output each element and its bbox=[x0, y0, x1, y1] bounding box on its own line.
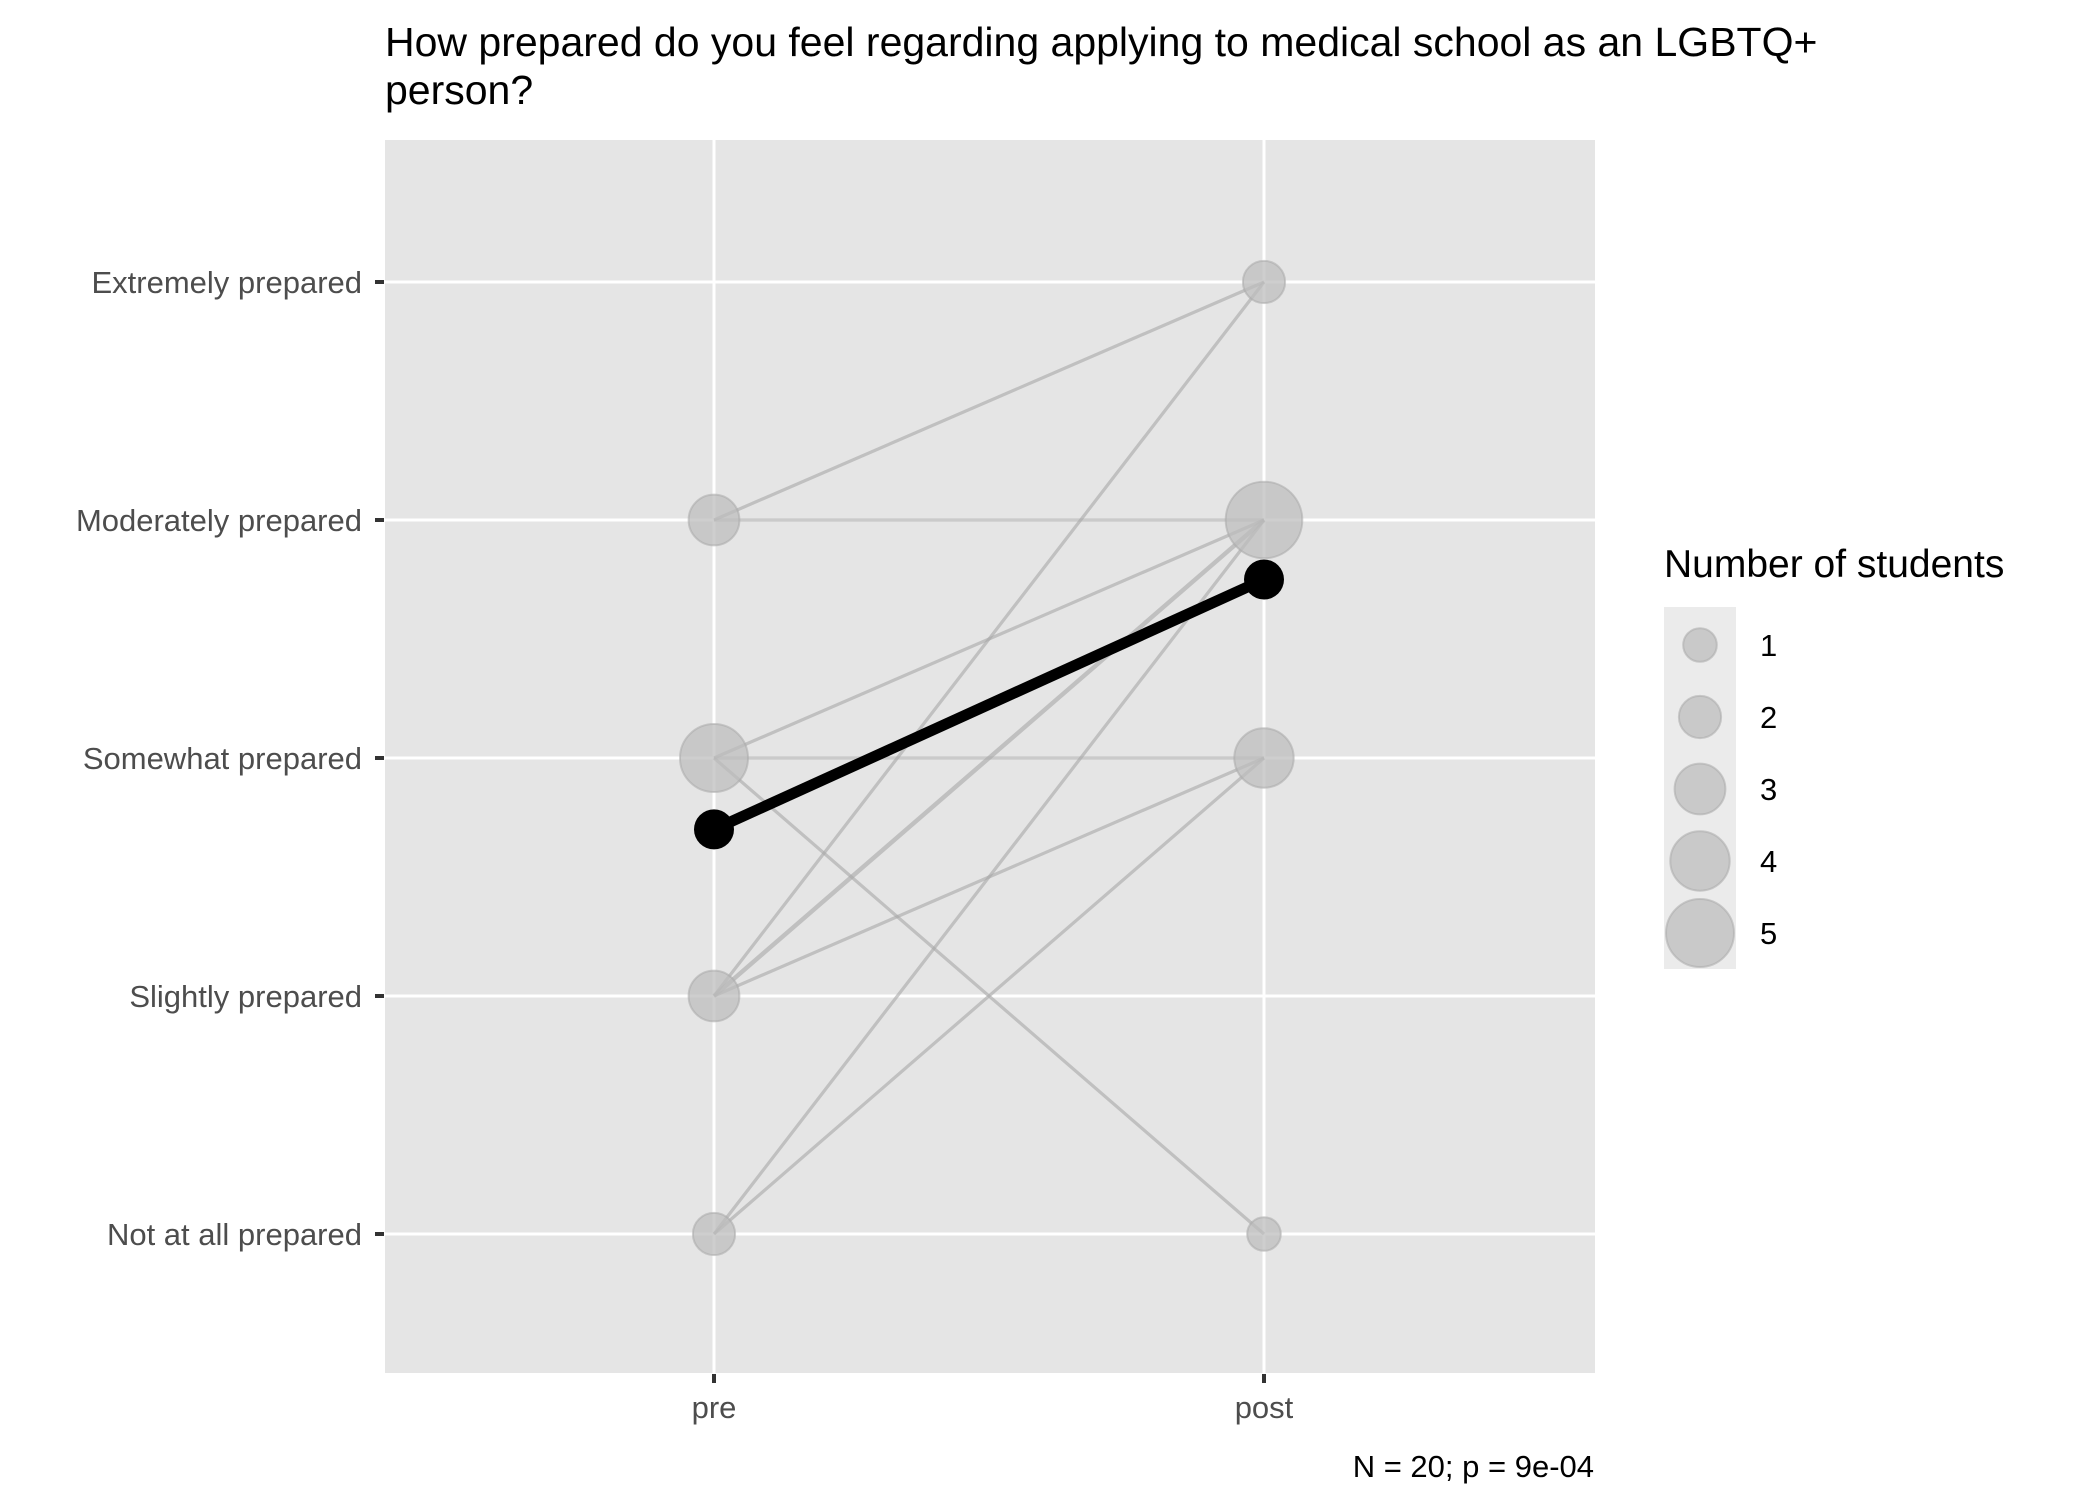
chart-title: How prepared do you feel regarding apply… bbox=[385, 19, 1818, 113]
y-tick-label: Moderately prepared bbox=[76, 503, 362, 538]
y-tick-label: Not at all prepared bbox=[107, 1217, 362, 1252]
count-points bbox=[679, 259, 1304, 1257]
count-point bbox=[687, 493, 741, 547]
legend-key bbox=[1682, 627, 1718, 663]
axes: Not at all prepared Slightly prepared Some… bbox=[76, 265, 1294, 1425]
y-tick-label: Somewhat prepared bbox=[83, 741, 362, 776]
legend-label: 4 bbox=[1760, 844, 1777, 879]
legend-title: Number of students bbox=[1664, 543, 2004, 586]
legend-label: 2 bbox=[1760, 700, 1777, 735]
count-point bbox=[691, 1211, 737, 1257]
count-point bbox=[1233, 727, 1295, 789]
count-point bbox=[687, 969, 741, 1023]
transition-line bbox=[712, 519, 1266, 1235]
legend-key bbox=[1673, 762, 1727, 816]
count-point bbox=[1246, 1216, 1282, 1252]
y-tick-label: Extremely prepared bbox=[91, 265, 362, 300]
legend-label: 1 bbox=[1760, 628, 1777, 663]
x-tick-label: pre bbox=[692, 1390, 737, 1425]
transition-lines bbox=[712, 280, 1266, 1236]
legend-key bbox=[1677, 694, 1723, 740]
mean-line bbox=[694, 559, 1284, 850]
legend-key bbox=[1669, 830, 1731, 892]
caption: N = 20; p = 9e-04 bbox=[1353, 1449, 1594, 1484]
mean-point bbox=[1244, 559, 1284, 600]
mean-point bbox=[694, 809, 734, 850]
transition-line bbox=[712, 281, 1266, 997]
legend: Number of students 1 2 3 4 5 bbox=[1664, 543, 2004, 969]
mean-segment bbox=[711, 574, 1267, 835]
transition-line bbox=[712, 518, 1266, 998]
legend-label: 3 bbox=[1760, 772, 1777, 807]
x-tick-label: post bbox=[1235, 1390, 1294, 1425]
legend-label: 5 bbox=[1760, 916, 1777, 951]
count-point bbox=[1241, 259, 1287, 305]
transition-line bbox=[713, 280, 1265, 522]
transition-line bbox=[712, 756, 1266, 1236]
legend-key bbox=[1665, 898, 1735, 968]
count-point bbox=[1224, 480, 1304, 560]
count-point bbox=[679, 723, 749, 793]
y-tick-label: Slightly prepared bbox=[129, 979, 362, 1014]
